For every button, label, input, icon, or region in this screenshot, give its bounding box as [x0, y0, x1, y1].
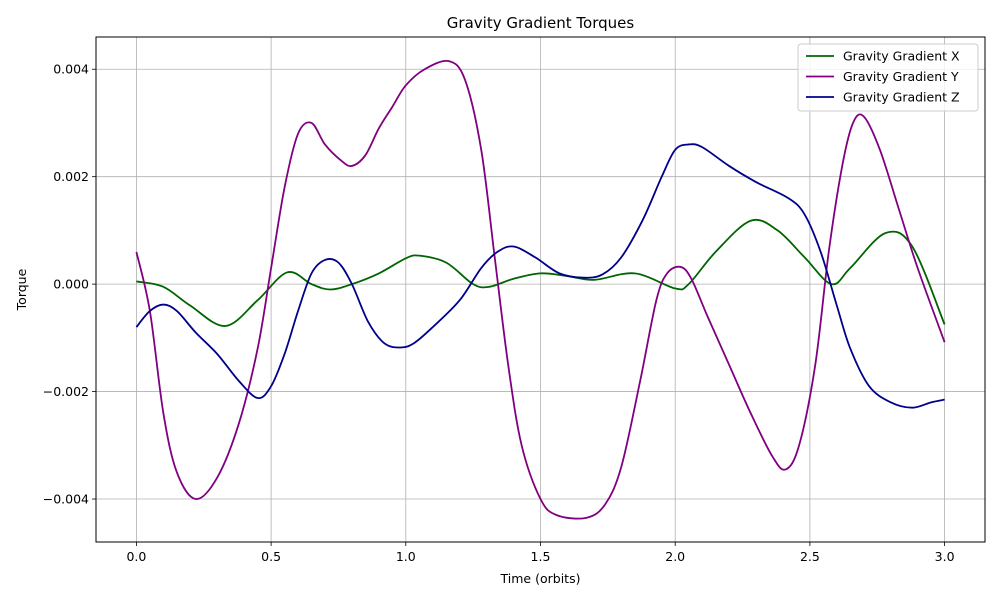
series-line-x	[136, 218, 946, 327]
x-tick-label: 0.5	[261, 549, 281, 564]
legend-box	[797, 43, 979, 112]
series-lines	[135, 59, 946, 520]
legend-label-x: Gravity Gradient X	[843, 49, 960, 64]
series-line-y	[135, 59, 946, 520]
legend-label-y: Gravity Gradient Y	[843, 69, 959, 84]
x-tick-label: 2.5	[800, 549, 820, 564]
x-tick-label: 1.5	[531, 549, 551, 564]
y-tick-label: 0.004	[53, 62, 89, 77]
chart-title: Gravity Gradient Torques	[447, 14, 635, 32]
x-tick-label: 2.0	[665, 549, 685, 564]
y-tick-label: −0.004	[43, 492, 89, 507]
x-axis-label: Time (orbits)	[500, 571, 581, 586]
y-tick-label: 0.002	[53, 169, 89, 184]
x-tick-label: 0.0	[126, 549, 146, 564]
x-tick-label: 1.0	[396, 549, 416, 564]
axis-ticks: 0.0 0.5 1.0 1.5 2.0 2.5 3.0 −0.004 −0.002 0.000 0.…	[43, 62, 955, 564]
y-axis-label: Torque	[14, 268, 29, 311]
y-tick-label: −0.002	[43, 384, 89, 399]
plot-frame	[95, 36, 986, 543]
legend: Gravity Gradient X Gravity Gradient Y Gr…	[797, 43, 979, 112]
legend-label-z: Gravity Gradient Z	[843, 90, 960, 105]
y-tick-label: 0.000	[53, 277, 89, 292]
series-line-z	[135, 143, 945, 409]
x-tick-label: 3.0	[935, 549, 955, 564]
